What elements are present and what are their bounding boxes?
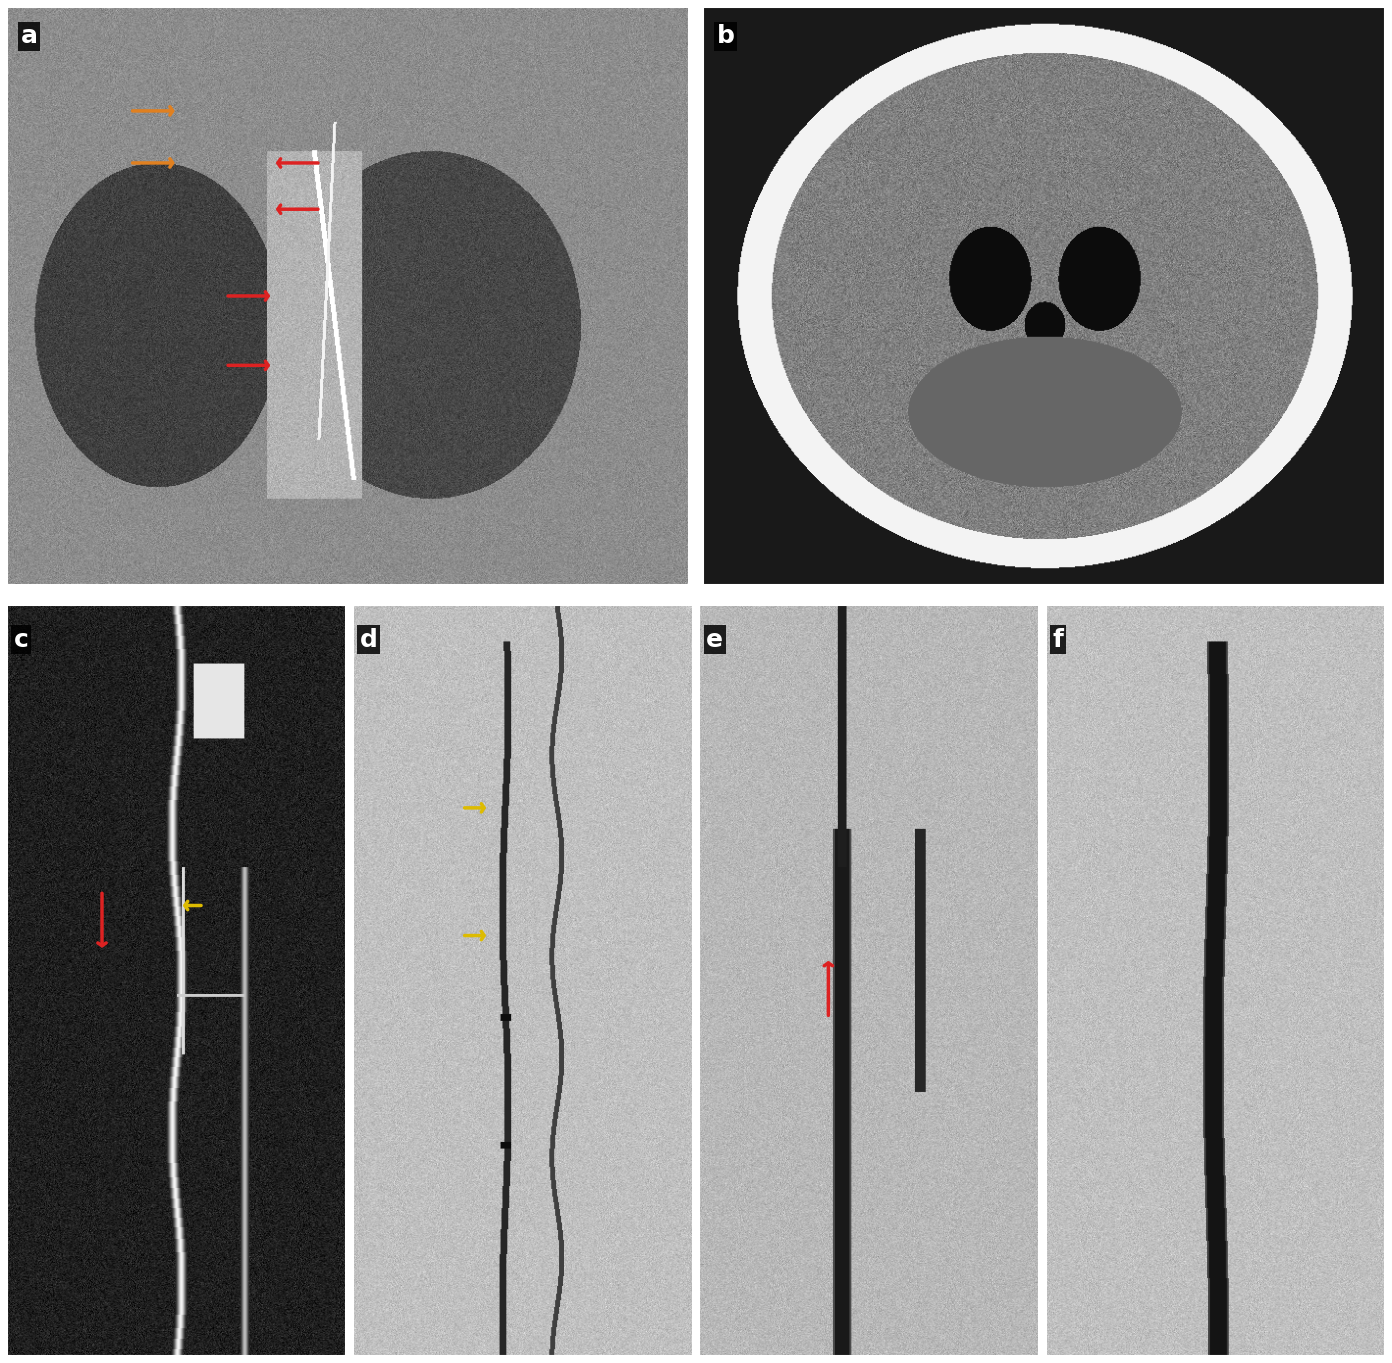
Text: d: d (361, 627, 377, 652)
Text: a: a (21, 25, 38, 48)
Text: c: c (14, 627, 29, 652)
Text: b: b (717, 25, 735, 48)
Text: f: f (1052, 627, 1063, 652)
Text: e: e (706, 627, 724, 652)
